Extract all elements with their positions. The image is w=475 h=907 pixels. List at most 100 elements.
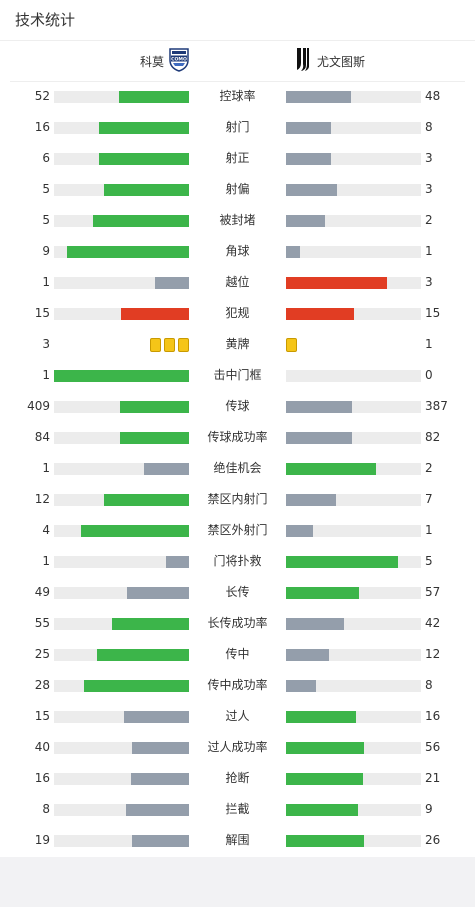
away-bar-track (286, 184, 421, 196)
stat-row: 49 长传 57 (0, 577, 475, 608)
stat-label: 绝佳机会 (213, 461, 262, 475)
home-bar-fill (131, 773, 189, 785)
stat-label: 黄牌 (225, 337, 250, 351)
away-bar-fill (286, 463, 376, 475)
away-bar-fill (286, 618, 344, 630)
away-bar-fill (286, 494, 336, 506)
home-bar-fill (124, 711, 189, 723)
away-bar-track (286, 804, 421, 816)
stat-label: 解围 (225, 833, 250, 847)
home-bar-fill (84, 680, 189, 692)
away-value: 2 (425, 461, 433, 475)
stat-row: 25 传中 12 (0, 639, 475, 670)
home-bar-track (54, 711, 189, 723)
away-value: 3 (425, 182, 433, 196)
home-bar-fill (166, 556, 189, 568)
away-value: 8 (425, 120, 433, 134)
stat-row: 8 拦截 9 (0, 794, 475, 825)
stat-label: 长传 (225, 585, 250, 599)
away-bar-track (286, 153, 421, 165)
away-team[interactable]: 尤文图斯 (293, 48, 365, 74)
home-bar-track (54, 184, 189, 196)
away-bar-fill (286, 122, 331, 134)
home-bar-track (54, 618, 189, 630)
stat-label: 角球 (225, 244, 250, 258)
stat-label: 抢断 (225, 771, 250, 785)
away-value: 3 (425, 275, 433, 289)
away-value: 3 (425, 151, 433, 165)
home-value: 9 (42, 244, 50, 258)
home-team[interactable]: 科莫 COMO (140, 48, 190, 74)
stat-label: 控球率 (219, 89, 256, 103)
stat-row: 1 击中门框 0 (0, 360, 475, 391)
stat-row: 9 角球 1 (0, 236, 475, 267)
home-bar-fill (99, 153, 189, 165)
stat-label: 过人成功率 (207, 740, 268, 754)
away-bar-fill (286, 246, 300, 258)
home-bar-track (54, 773, 189, 785)
home-bar-fill (132, 835, 189, 847)
home-bar-fill (99, 122, 189, 134)
home-value: 5 (42, 182, 50, 196)
away-value: 56 (425, 740, 441, 754)
away-bar-track (286, 618, 421, 630)
home-value: 4 (42, 523, 50, 537)
home-bar-fill (120, 401, 189, 413)
home-bar-fill (97, 649, 189, 661)
stat-label: 过人 (225, 709, 250, 723)
away-value: 15 (425, 306, 441, 320)
away-bar-track (286, 711, 421, 723)
away-bar-track (286, 370, 421, 382)
away-bar-fill (286, 277, 387, 289)
away-bar-fill (286, 184, 337, 196)
away-bar-track (286, 246, 421, 258)
home-value: 1 (42, 368, 50, 382)
stat-row: 6 射正 3 (0, 143, 475, 174)
stat-row: 16 射门 8 (0, 112, 475, 143)
away-bar-track (286, 556, 421, 568)
away-bar-track (286, 215, 421, 227)
away-yellow-cards (286, 338, 297, 352)
away-bar-track (286, 122, 421, 134)
away-bar-fill (286, 804, 358, 816)
home-value: 15 (34, 306, 50, 320)
stat-row: 16 抢断 21 (0, 763, 475, 794)
stat-row: 1 绝佳机会 2 (0, 453, 475, 484)
stat-label: 被封堵 (219, 213, 256, 227)
yellow-card-icon (150, 338, 161, 352)
home-bar-fill (119, 91, 189, 103)
away-bar-track (286, 432, 421, 444)
stat-row: 52 控球率 48 (0, 81, 475, 112)
home-bar-track (54, 649, 189, 661)
away-bar-fill (286, 649, 329, 661)
away-value: 9 (425, 802, 433, 816)
away-value: 42 (425, 616, 441, 630)
away-bar-track (286, 742, 421, 754)
stat-row: 12 禁区内射门 7 (0, 484, 475, 515)
home-bar-fill (120, 432, 189, 444)
away-bar-track (286, 649, 421, 661)
away-bar-fill (286, 711, 356, 723)
stat-label: 射偏 (225, 182, 250, 196)
away-value: 26 (425, 833, 441, 847)
home-value: 25 (34, 647, 50, 661)
away-bar-fill (286, 525, 313, 537)
home-value: 84 (34, 430, 50, 444)
page-title: 技术统计 (15, 11, 76, 29)
home-bar-track (54, 401, 189, 413)
home-value: 40 (34, 740, 50, 754)
home-bar-track (54, 370, 189, 382)
stat-row: 1 越位 3 (0, 267, 475, 298)
home-value: 28 (34, 678, 50, 692)
away-bar-fill (286, 401, 352, 413)
home-bar-track (54, 246, 189, 258)
yellow-card-icon (164, 338, 175, 352)
home-value: 1 (42, 461, 50, 475)
away-bar-fill (286, 91, 351, 103)
home-value: 409 (27, 399, 50, 413)
stat-label: 传中 (225, 647, 250, 661)
away-bar-fill (286, 773, 363, 785)
home-value: 15 (34, 709, 50, 723)
divider (10, 81, 465, 82)
stats-card: 技术统计 科莫 COMO 尤文 (0, 0, 475, 857)
